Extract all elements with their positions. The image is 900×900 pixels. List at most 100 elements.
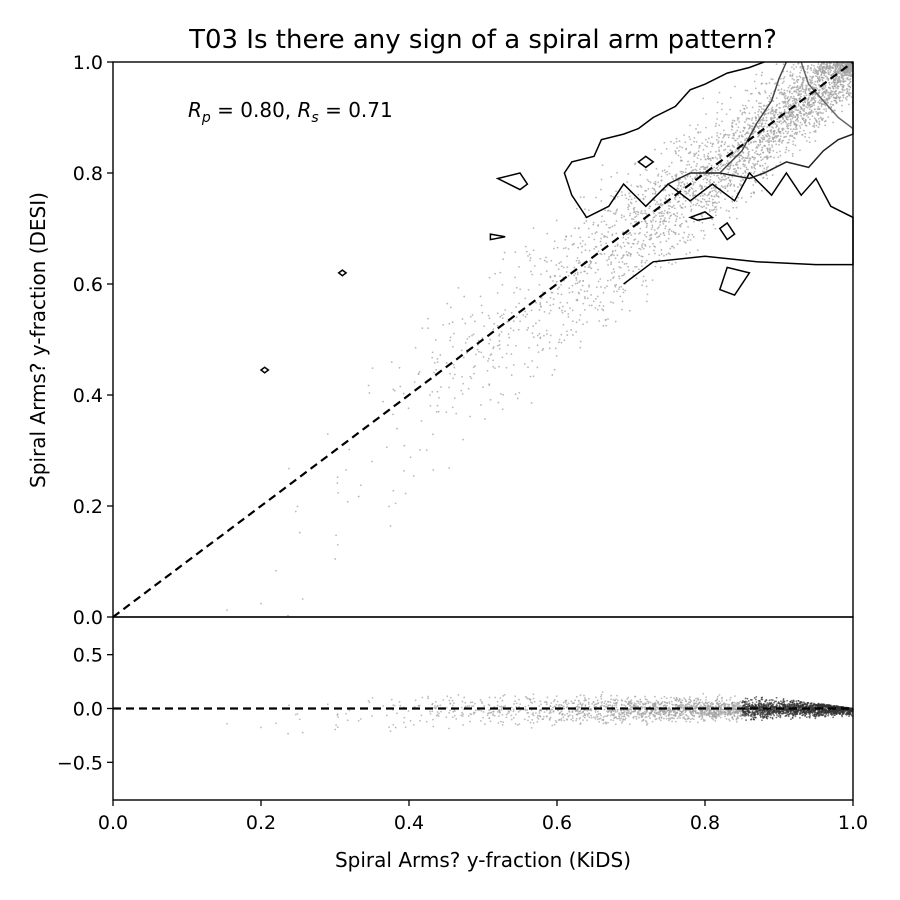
scatter-point: [661, 203, 664, 206]
scatter-point: [812, 111, 814, 113]
residual-point: [587, 701, 590, 704]
scatter-point: [642, 247, 645, 250]
residual-point: [827, 714, 830, 717]
scatter-point: [523, 362, 526, 365]
scatter-point: [768, 82, 771, 84]
rp-symbol: R: [188, 98, 202, 122]
scatter-point: [684, 141, 687, 144]
scatter-point: [673, 246, 675, 249]
scatter-point: [550, 291, 553, 294]
scatter-point: [567, 313, 570, 316]
scatter-point: [704, 166, 707, 169]
scatter-point: [728, 165, 731, 168]
scatter-point: [451, 345, 454, 348]
scatter-point: [634, 232, 636, 235]
scatter-point: [575, 279, 578, 281]
scatter-point: [677, 154, 680, 157]
scatter-point: [749, 93, 752, 95]
scatter-point: [837, 62, 840, 65]
scatter-point: [792, 120, 795, 123]
scatter-point: [697, 150, 700, 153]
scatter-point: [679, 159, 682, 162]
scatter-point: [841, 75, 844, 77]
scatter-point: [783, 108, 786, 111]
scatter-point: [706, 165, 709, 168]
scatter-point: [524, 297, 527, 300]
scatter-point: [761, 137, 764, 140]
scatter-point: [486, 369, 489, 372]
scatter-point: [715, 139, 718, 141]
residual-point: [739, 711, 742, 714]
residual-point: [682, 713, 685, 715]
scatter-point: [693, 160, 695, 163]
scatter-point: [532, 249, 535, 252]
scatter-point: [747, 99, 750, 102]
residual-point: [445, 716, 448, 719]
scatter-point: [761, 170, 764, 173]
scatter-point: [765, 104, 768, 107]
scatter-point: [722, 186, 724, 188]
scatter-point: [781, 82, 784, 85]
scatter-point: [792, 63, 795, 66]
scatter-point: [548, 347, 551, 350]
residual-point: [692, 712, 695, 714]
scatter-point: [594, 232, 597, 235]
residual-point: [595, 696, 597, 699]
scatter-point: [782, 132, 785, 135]
scatter-point: [667, 237, 670, 240]
scatter-point: [772, 129, 775, 132]
scatter-point: [786, 123, 789, 126]
scatter-point: [691, 233, 694, 236]
scatter-point: [682, 236, 684, 239]
scatter-point: [524, 315, 527, 318]
residual-point: [538, 712, 541, 714]
scatter-point: [766, 177, 769, 180]
scatter-point: [824, 104, 827, 107]
scatter-point: [702, 148, 705, 151]
scatter-point: [761, 148, 764, 151]
residual-point: [699, 699, 702, 701]
residual-point: [539, 700, 542, 703]
scatter-point: [653, 189, 656, 192]
scatter-point: [673, 231, 676, 234]
scatter-point: [818, 79, 821, 82]
residual-point: [390, 698, 393, 701]
scatter-point: [573, 266, 576, 269]
residual-point: [769, 716, 772, 719]
residual-point: [636, 713, 639, 716]
scatter-point: [742, 172, 744, 175]
scatter-point: [684, 178, 687, 180]
scatter-point: [668, 228, 671, 231]
scatter-point: [748, 157, 751, 160]
scatter-point: [627, 269, 630, 272]
residual-point: [482, 716, 484, 719]
scatter-point: [634, 220, 636, 223]
scatter-point: [773, 114, 776, 116]
scatter-point: [527, 326, 530, 329]
scatter-point: [654, 233, 657, 236]
scatter-point: [659, 266, 662, 269]
scatter-point: [792, 110, 794, 113]
scatter-point: [775, 143, 778, 146]
scatter-point: [778, 144, 780, 146]
residual-point: [427, 695, 429, 698]
scatter-point: [773, 115, 776, 118]
scatter-point: [783, 110, 786, 113]
contour-island: [718, 266, 751, 297]
scatter-point: [814, 80, 817, 83]
scatter-point: [481, 311, 484, 314]
scatter-point: [619, 266, 622, 269]
scatter-point: [589, 266, 591, 269]
scatter-point: [780, 122, 783, 125]
scatter-point: [631, 242, 634, 245]
scatter-point: [592, 221, 595, 224]
residual-point: [607, 721, 609, 724]
scatter-point: [594, 298, 597, 300]
scatter-point: [651, 192, 654, 195]
scatter-point: [558, 262, 561, 265]
residual-point: [500, 708, 503, 711]
scatter-point: [693, 152, 696, 155]
scatter-point: [679, 156, 682, 159]
scatter-point: [756, 146, 759, 149]
